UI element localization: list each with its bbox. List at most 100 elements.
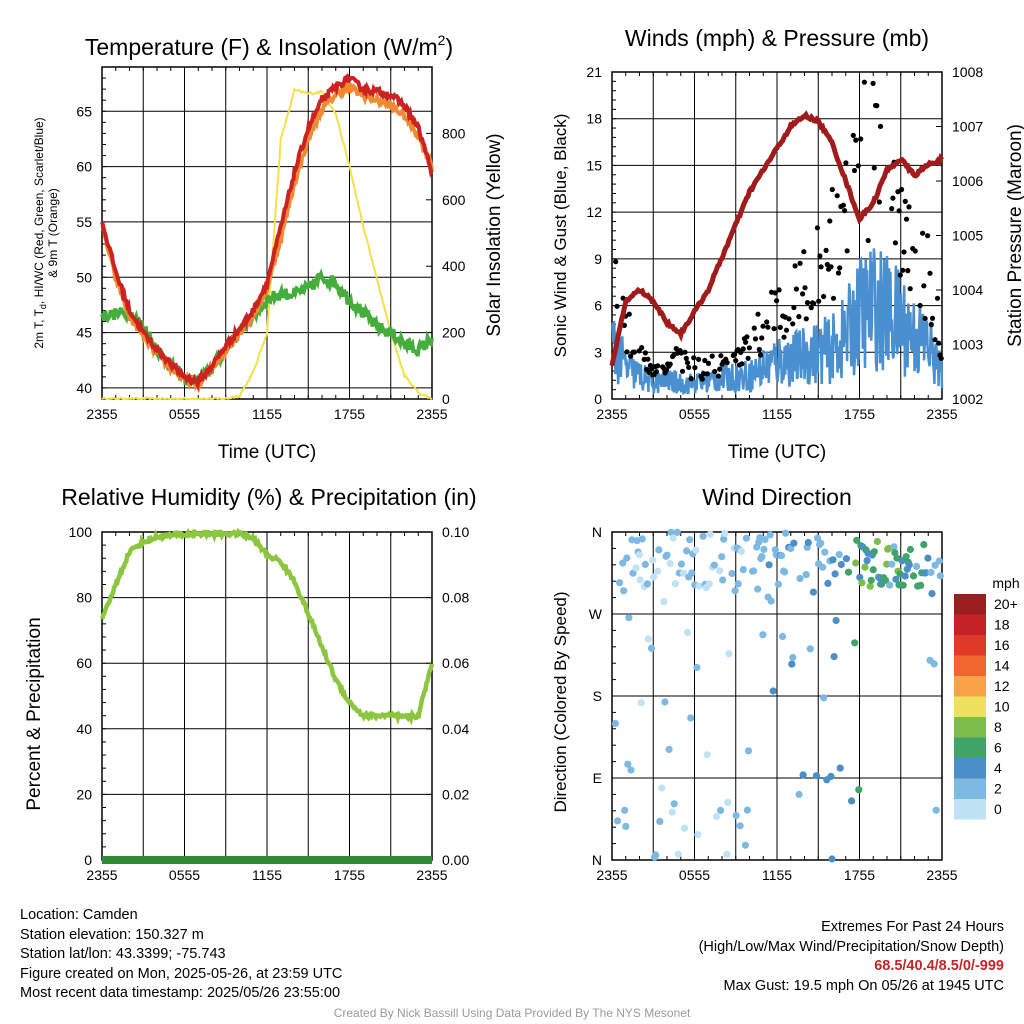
direction-dot bbox=[667, 528, 675, 537]
gust-dot bbox=[774, 298, 780, 304]
direction-dot bbox=[716, 567, 724, 575]
direction-dot bbox=[928, 590, 936, 598]
gust-dot bbox=[889, 206, 895, 212]
direction-dot bbox=[882, 576, 890, 584]
direction-dot bbox=[869, 566, 877, 574]
gust-dot bbox=[613, 259, 619, 265]
direction-dot bbox=[837, 560, 845, 569]
extremes-title: Extremes For Past 24 Hours bbox=[821, 919, 1004, 935]
x-tick-label: 2355 bbox=[926, 867, 957, 883]
gust-dot bbox=[801, 249, 807, 255]
direction-dot bbox=[924, 554, 932, 562]
direction-dot bbox=[728, 569, 736, 578]
x-tick-label: 1755 bbox=[334, 867, 365, 883]
gust-dot bbox=[921, 283, 927, 289]
gust-dot bbox=[724, 360, 730, 366]
direction-dot bbox=[627, 766, 635, 774]
direction-dot bbox=[741, 841, 750, 849]
direction-dot bbox=[684, 628, 692, 637]
direction-dot bbox=[819, 563, 827, 571]
direction-dot bbox=[720, 535, 728, 543]
y-tick-label: 18 bbox=[586, 111, 602, 127]
svg-text:Percent & Precipitation: Percent & Precipitation bbox=[24, 617, 45, 810]
y2-tick-label: 0.08 bbox=[442, 590, 469, 606]
gust-dot bbox=[797, 260, 803, 266]
direction-dot bbox=[758, 553, 766, 561]
direction-dot bbox=[650, 573, 658, 581]
y2-tick-label: 1005 bbox=[952, 228, 983, 244]
gust-dot bbox=[897, 272, 903, 278]
gust-dot bbox=[928, 322, 934, 328]
legend-label: 14 bbox=[994, 658, 1010, 674]
gust-dot bbox=[829, 186, 835, 193]
location-text: Location: Camden bbox=[20, 907, 138, 923]
legend-swatch bbox=[954, 676, 986, 697]
direction-dot bbox=[616, 579, 624, 587]
direction-dot bbox=[766, 531, 774, 539]
y2-tick-label: 0 bbox=[442, 391, 450, 407]
gust-dot bbox=[796, 314, 802, 320]
gust-dot bbox=[874, 103, 880, 109]
gust-dot bbox=[614, 303, 620, 309]
direction-dot bbox=[731, 587, 739, 595]
gust-dot bbox=[900, 267, 906, 273]
direction-dot bbox=[802, 571, 810, 579]
direction-dot bbox=[674, 850, 682, 858]
y-axis-label: Direction (Colored By Speed) bbox=[551, 591, 570, 812]
legend-label: 4 bbox=[994, 760, 1002, 776]
gust-dot bbox=[793, 286, 800, 292]
y-tick-label: S bbox=[593, 688, 602, 704]
direction-dot bbox=[920, 541, 928, 549]
direction-dot bbox=[821, 548, 829, 556]
direction-dot bbox=[820, 694, 828, 702]
direction-dot bbox=[760, 545, 768, 554]
y2-tick-label: 0.06 bbox=[442, 655, 469, 671]
y-tick-label: 60 bbox=[76, 159, 92, 175]
legend-swatch bbox=[954, 758, 986, 779]
gust-dot bbox=[696, 356, 702, 362]
direction-dot bbox=[669, 534, 677, 542]
direction-dot bbox=[796, 574, 804, 583]
direction-dot bbox=[693, 663, 701, 672]
direction-dot bbox=[832, 616, 840, 625]
y2-tick-label: 0.10 bbox=[442, 524, 469, 540]
direction-dot bbox=[635, 551, 643, 559]
x-tick-label: 2355 bbox=[596, 406, 627, 422]
credit-text: Created By Nick Bassill Using Data Provi… bbox=[333, 1006, 691, 1020]
direction-dot bbox=[613, 817, 622, 825]
direction-dot bbox=[795, 790, 803, 799]
direction-dot bbox=[789, 653, 797, 662]
y-tick-label: W bbox=[589, 606, 603, 622]
gust-dot bbox=[934, 295, 941, 301]
wind-direction-frame bbox=[611, 531, 943, 861]
gust-dot bbox=[743, 339, 749, 345]
gust-dot bbox=[861, 79, 868, 85]
y2-axis-label: Solar Insolation (Yellow) bbox=[484, 133, 505, 336]
direction-dot bbox=[725, 650, 733, 658]
gust-dot bbox=[853, 137, 859, 143]
direction-dot bbox=[620, 587, 628, 595]
direction-dot bbox=[632, 564, 640, 572]
direction-dot bbox=[932, 806, 940, 814]
extremes-subtitle: (High/Low/Max Wind/Precipitation/Snow De… bbox=[698, 938, 1004, 955]
legend-swatch bbox=[954, 799, 986, 820]
gust-dot bbox=[756, 346, 762, 353]
gust-dot bbox=[783, 327, 790, 333]
direction-dot bbox=[831, 570, 839, 578]
direction-dot bbox=[799, 771, 807, 779]
x-tick-label: 0555 bbox=[679, 406, 710, 422]
direction-dot bbox=[883, 560, 891, 568]
x-tick-label: 0555 bbox=[169, 867, 200, 883]
gust-dot bbox=[667, 361, 673, 367]
x-tick-label: 1155 bbox=[762, 406, 792, 422]
direction-dot bbox=[866, 582, 874, 590]
gust-dot bbox=[691, 355, 697, 361]
direction-dot bbox=[718, 553, 726, 561]
x-tick-label: 0555 bbox=[679, 867, 710, 883]
direction-dot bbox=[922, 569, 930, 577]
y2-tick-label: 400 bbox=[442, 258, 466, 274]
legend-label: 12 bbox=[994, 678, 1010, 694]
direction-dot bbox=[788, 660, 796, 668]
direction-dot bbox=[827, 772, 835, 781]
legend-swatch bbox=[954, 655, 986, 676]
